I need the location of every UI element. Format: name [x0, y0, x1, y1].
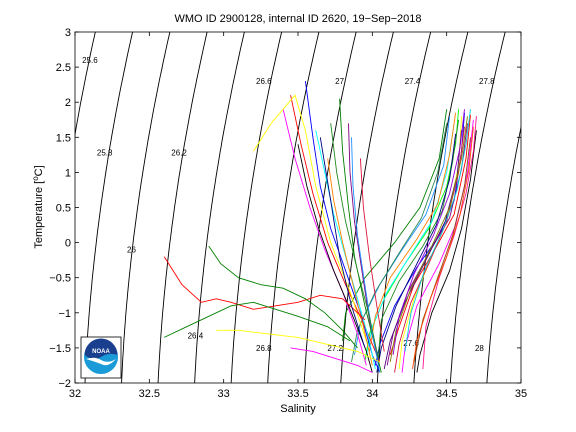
y-tick-label: 1: [65, 167, 71, 179]
profile-line: [253, 94, 367, 342]
y-tick-label: 3: [65, 27, 71, 39]
y-axis-label-unit: C]: [33, 165, 45, 176]
density-contour-line: [413, 32, 469, 383]
density-contour-line: [121, 32, 171, 383]
y-tick-label: −2: [58, 378, 71, 390]
profile-line: [365, 123, 455, 355]
x-tick-label: 35: [515, 388, 527, 400]
density-contour-label: 26.4: [188, 331, 204, 340]
noaa-logo-text: NOAA: [92, 349, 110, 355]
profile-line: [216, 329, 380, 363]
profile-line: [342, 109, 448, 341]
profile-line: [163, 256, 366, 321]
density-contour-line: [303, 32, 357, 383]
x-tick-label: 33: [218, 388, 230, 400]
y-tick-label: −0.5: [49, 273, 71, 285]
density-contour-line: [84, 32, 134, 383]
profile-line: [359, 158, 385, 352]
y-tick-label: −1.5: [49, 343, 71, 355]
density-contour-label: 28: [475, 344, 484, 353]
profile-line: [377, 119, 460, 359]
profile-line: [389, 116, 468, 362]
y-axis-label-main: Temperature [: [33, 181, 45, 249]
profile-line: [412, 126, 474, 370]
density-contour-line: [340, 32, 394, 383]
density-contour-label: 27.6: [403, 339, 419, 348]
profile-series: [163, 81, 477, 373]
x-axis-label: Salinity: [280, 403, 316, 415]
density-contour-label: 25.8: [97, 149, 113, 158]
profile-line: [290, 95, 381, 363]
density-contour-line: [376, 32, 432, 383]
density-contour-line: [194, 32, 245, 383]
profile-line: [404, 109, 471, 352]
density-contour-label: 27.2: [327, 344, 343, 353]
profile-line: [208, 245, 358, 349]
density-contour-label: 27: [335, 77, 344, 86]
density-contour-labels: 25.6 25.8 26 26.2 26.4 26.6 26.8 27 27.2 27.4 27.6…: [82, 56, 495, 353]
density-contour-line: [157, 32, 208, 383]
density-contour-label: 26.2: [171, 149, 187, 158]
x-axis-ticks: 32 32.5 33 33.5 34 34.5 35: [69, 32, 527, 400]
profile-line: [392, 109, 465, 355]
noaa-logo-gull: [86, 357, 116, 366]
profile-line: [351, 137, 381, 373]
density-contour-line: [449, 32, 506, 383]
profile-line: [319, 137, 366, 349]
noaa-logo-upper: [84, 338, 118, 360]
profile-line: [282, 109, 367, 366]
density-contour-label: 26.6: [256, 77, 272, 86]
density-contour-line: [486, 125, 521, 383]
density-contour-line: [230, 32, 283, 383]
profile-line: [368, 112, 457, 352]
density-contour-label: 27.8: [479, 77, 495, 86]
profile-line: [351, 123, 448, 362]
chart-title: WMO ID 2900128, internal ID 2620, 19−Sep…: [174, 13, 421, 25]
y-tick-label: 0.5: [56, 203, 71, 215]
profile-line: [330, 123, 379, 359]
density-contours: [75, 32, 521, 383]
profile-line: [164, 301, 351, 342]
profile-line: [401, 119, 474, 373]
density-contour-label: 26: [127, 246, 136, 255]
profile-line: [297, 144, 373, 373]
noaa-logo: NOAA: [80, 336, 122, 379]
profile-line: [416, 130, 477, 373]
profile-line: [376, 133, 457, 373]
profile-line: [422, 116, 477, 370]
y-axis-ticks: −2 −1.5 −1 −0.5 0 0.5 1 1.5 2 2.5 3: [49, 27, 521, 390]
x-tick-label: 33.5: [287, 388, 308, 400]
density-contour-label: 26.8: [256, 344, 272, 353]
profile-line: [327, 158, 373, 366]
x-tick-label: 34.5: [436, 388, 457, 400]
y-tick-label: 2: [65, 97, 71, 109]
profile-line: [290, 347, 373, 373]
y-axis-label-degree: o: [31, 176, 40, 181]
y-axis-label: Temperature [oC]: [31, 165, 45, 248]
y-tick-label: −1: [58, 308, 71, 320]
density-contour-label: 27.4: [405, 77, 421, 86]
x-tick-label: 34: [366, 388, 378, 400]
y-tick-label: 1.5: [56, 132, 71, 144]
density-contour-line: [267, 32, 320, 383]
x-tick-label: 32.5: [139, 388, 160, 400]
y-tick-label: 0: [65, 238, 71, 250]
profile-line: [394, 126, 465, 373]
density-contour-line: [75, 32, 96, 138]
density-contour-label: 25.6: [82, 56, 98, 65]
y-tick-label: 2.5: [56, 62, 71, 74]
x-tick-label: 32: [69, 388, 81, 400]
